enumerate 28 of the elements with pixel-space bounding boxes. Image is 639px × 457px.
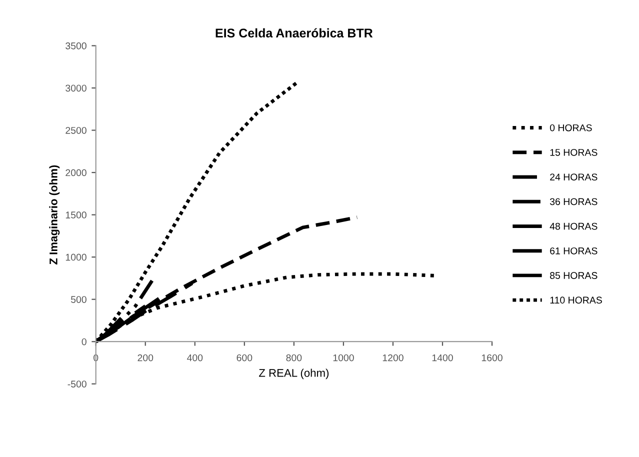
legend-label: 0 HORAS <box>550 124 592 132</box>
y-tick-label: 2000 <box>66 169 86 176</box>
legend-label: 110 HORAS <box>550 296 602 304</box>
x-tick-label: 200 <box>138 354 154 362</box>
x-tick-label: 1600 <box>482 354 502 362</box>
legend-label: 24 HORAS <box>550 174 598 180</box>
x-tick-label: 1400 <box>432 354 453 362</box>
legend-label: 48 HORAS <box>550 222 598 230</box>
x-tick-label: 400 <box>187 354 203 362</box>
y-tick-label: 500 <box>70 296 86 303</box>
legend-label: 61 HORAS <box>550 247 598 254</box>
legend-label: 85 HORAS <box>550 272 598 279</box>
legend-label: 15 HORAS <box>550 148 598 156</box>
y-tick-label: -500 <box>68 380 86 388</box>
y-tick-label: 3000 <box>66 84 86 92</box>
x-tick-label: 800 <box>286 354 302 362</box>
chart-title: EIS Celda Anaeróbica BTR <box>216 28 373 38</box>
y-tick-label: 2500 <box>66 126 86 134</box>
x-tick-label: 600 <box>236 354 252 362</box>
y-tick-label: 1000 <box>66 254 86 261</box>
y-tick-label: 0 <box>82 338 86 346</box>
x-tick-label: 1000 <box>333 354 354 362</box>
y-tick-label: 1500 <box>66 212 86 218</box>
x-axis-title: Z REAL (ohm) <box>259 368 329 380</box>
x-tick-label: 1200 <box>382 354 404 362</box>
y-tick-label: 3500 <box>66 42 86 50</box>
legend-label: 36 HORAS <box>550 198 598 206</box>
y-axis-title: Z Imaginario (ohm) <box>49 165 60 264</box>
